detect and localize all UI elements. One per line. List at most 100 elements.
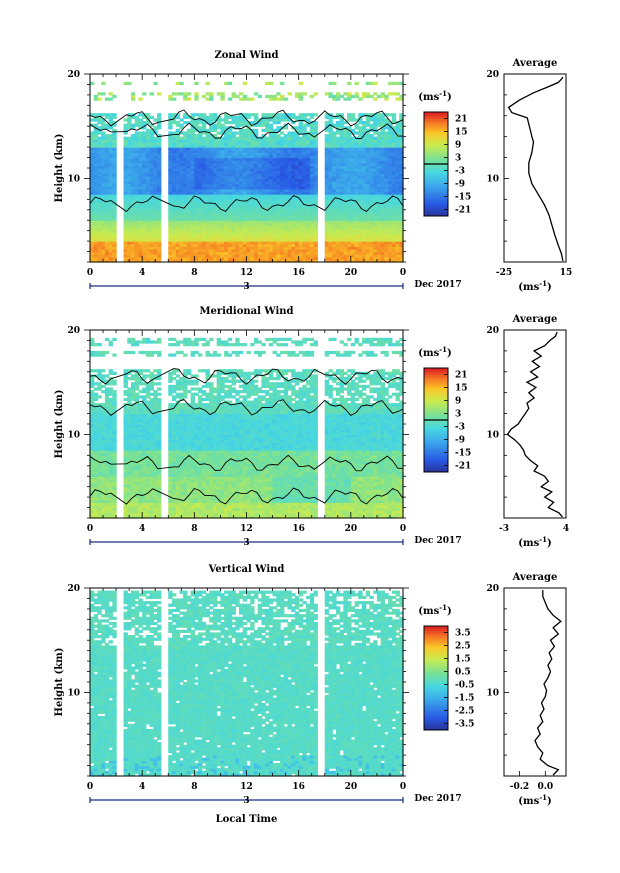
heatmap-cell <box>235 225 240 229</box>
heatmap-cell <box>112 136 117 140</box>
heatmap-cell <box>198 243 203 247</box>
heatmap-cell <box>198 207 203 211</box>
heatmap-cell <box>186 217 192 221</box>
heatmap-cell <box>153 199 158 203</box>
heatmap-cell <box>198 212 203 216</box>
heatmap-cell <box>138 201 143 206</box>
heatmap-cell <box>201 126 207 130</box>
heatmap-cell <box>97 369 102 373</box>
heatmap-cell <box>93 207 99 211</box>
heatmap-cell <box>190 115 195 119</box>
heatmap-cell <box>212 160 218 164</box>
heatmap-cell <box>253 215 259 219</box>
heatmap-cell <box>104 141 110 146</box>
heatmap-cell <box>112 154 117 159</box>
heatmap-cell <box>183 134 188 138</box>
heatmap-cell <box>104 188 110 193</box>
heatmap-cell <box>123 126 128 130</box>
heatmap-cell <box>138 204 143 208</box>
heatmap-cell <box>194 191 199 195</box>
heatmap-cell <box>168 178 173 182</box>
heatmap-cell <box>168 94 173 99</box>
heatmap-cell <box>183 235 188 240</box>
heatmap-cell <box>168 217 173 221</box>
heatmap-cell <box>257 149 263 153</box>
heatmap-cell <box>216 170 222 174</box>
heatmap-cell <box>112 194 117 198</box>
heatmap-cell <box>101 215 106 219</box>
heatmap-cell <box>142 121 147 125</box>
heatmap-cell <box>108 181 113 185</box>
heatmap-cell <box>242 154 248 159</box>
heatmap-cell <box>220 207 225 211</box>
heatmap-cell <box>265 94 270 99</box>
heatmap-cell <box>257 217 263 221</box>
heatmap-cell <box>190 209 195 213</box>
heatmap-cell <box>157 183 162 187</box>
heatmap-cell <box>209 215 214 219</box>
heatmap-cell <box>138 207 143 211</box>
heatmap-cell <box>134 191 140 195</box>
heatmap-cell <box>209 134 214 138</box>
heatmap-cell <box>280 191 285 195</box>
heatmap-cell <box>261 201 266 206</box>
heatmap-cell <box>97 175 102 180</box>
heatmap-cell <box>198 235 203 240</box>
heatmap-cell <box>253 178 259 182</box>
heatmap-cell <box>306 118 311 122</box>
heatmap-cell <box>90 191 95 195</box>
heatmap-cell <box>90 228 95 232</box>
heatmap-cell <box>93 149 99 153</box>
heatmap-cell <box>287 113 292 117</box>
heatmap-cell <box>130 175 136 180</box>
heatmap-cell <box>171 243 177 247</box>
heatmap-cell <box>231 181 236 185</box>
heatmap-cell <box>186 215 192 219</box>
heatmap-cell <box>190 191 195 195</box>
heatmap-cell <box>198 204 203 208</box>
heatmap-cell <box>339 94 344 99</box>
heatmap-cell <box>242 259 248 263</box>
heatmap-cell <box>149 254 154 258</box>
heatmap-cell <box>138 134 143 138</box>
heatmap-cell <box>205 92 210 96</box>
heatmap-cell <box>205 235 210 240</box>
heatmap-cell <box>112 254 117 258</box>
heatmap-cell <box>216 228 222 232</box>
heatmap-cell <box>209 94 214 99</box>
heatmap-cell <box>220 201 225 206</box>
heatmap-cell <box>168 134 173 138</box>
heatmap-cell <box>101 228 106 232</box>
heatmap-cell <box>205 222 210 227</box>
heatmap-cell <box>145 152 151 156</box>
heatmap-cell <box>134 160 140 164</box>
heatmap-cell <box>93 225 99 229</box>
heatmap-cell <box>134 165 140 169</box>
heatmap-cell <box>101 374 106 378</box>
heatmap-cell <box>198 248 203 253</box>
heatmap-cell <box>209 147 214 151</box>
heatmap-cell <box>175 256 181 260</box>
heatmap-cell <box>90 160 95 164</box>
heatmap-cell <box>93 369 99 373</box>
heatmap-cell <box>127 254 132 258</box>
heatmap-cell <box>130 152 136 156</box>
heatmap-cell <box>224 144 229 148</box>
heatmap-cell <box>90 246 95 250</box>
heatmap-cell <box>153 178 158 182</box>
heatmap-cell <box>280 194 285 198</box>
heatmap-cell <box>209 212 214 216</box>
heatmap-cell <box>220 139 225 143</box>
heatmap-cell <box>209 178 214 182</box>
heatmap-cell <box>242 256 248 260</box>
heatmap-cell <box>130 154 136 159</box>
heatmap-cell <box>157 188 162 193</box>
heatmap-cell <box>138 141 143 146</box>
heatmap-cell <box>130 181 136 185</box>
heatmap-cell <box>112 233 117 237</box>
heatmap-cell <box>168 196 173 200</box>
heatmap-cell <box>175 238 181 242</box>
heatmap-cell <box>227 217 233 221</box>
heatmap-cell <box>216 175 222 180</box>
heatmap-cell <box>97 254 102 258</box>
